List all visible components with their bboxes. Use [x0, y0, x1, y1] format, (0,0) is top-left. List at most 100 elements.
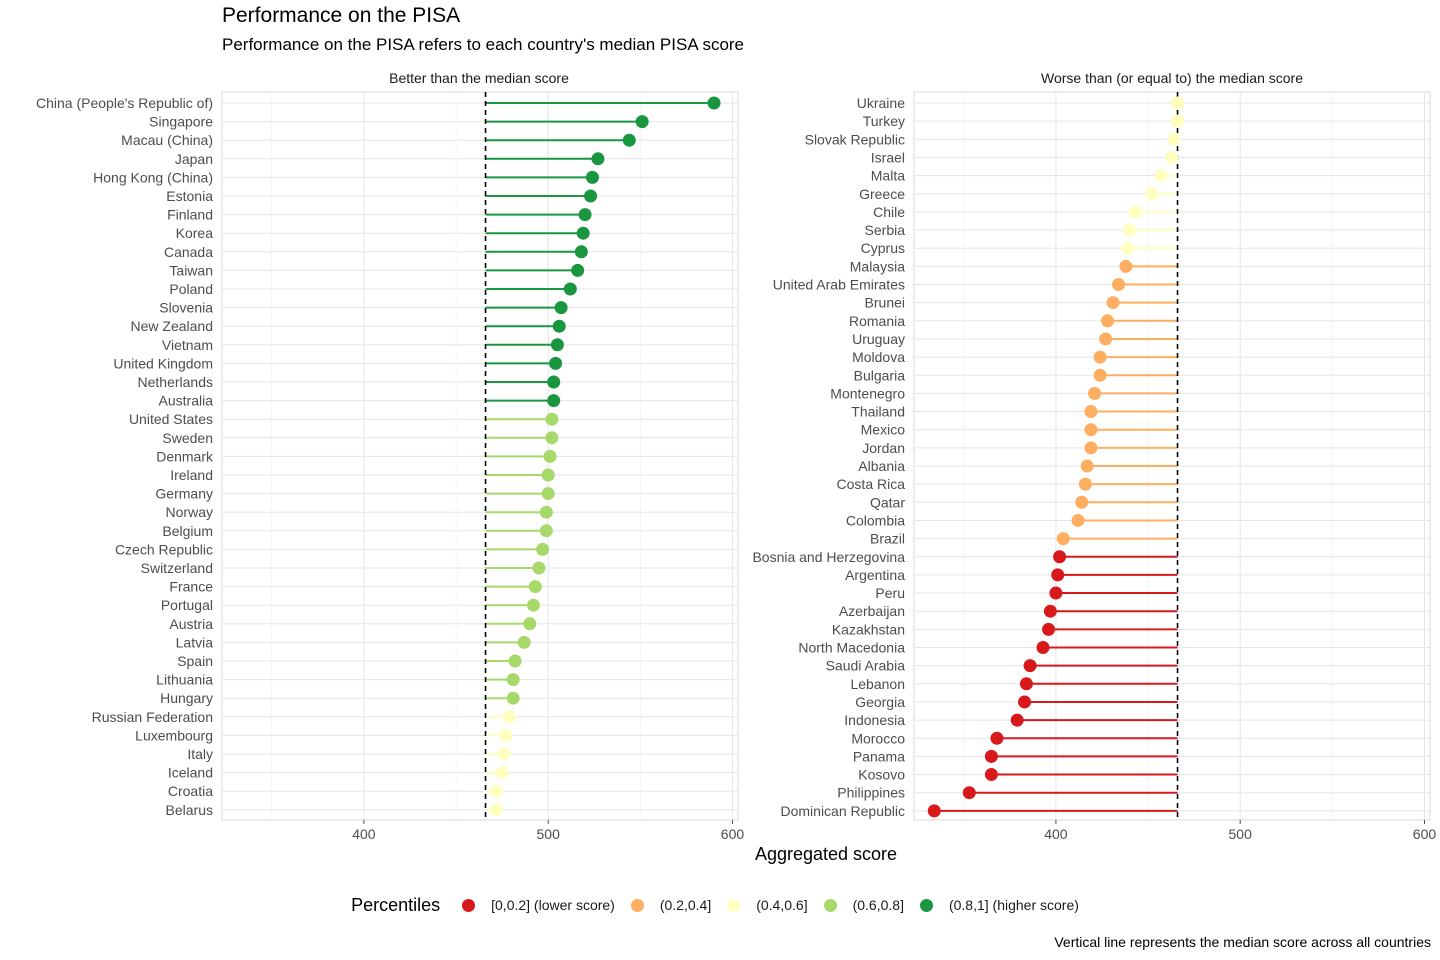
chart-title: Performance on the PISA — [222, 4, 461, 27]
lollipop-point — [927, 804, 941, 818]
lollipop-point — [547, 394, 561, 408]
y-tick-label: Qatar — [870, 494, 905, 510]
lollipop-point — [508, 654, 522, 668]
y-tick-label: Morocco — [851, 730, 905, 746]
y-tick-label: Vietnam — [162, 337, 213, 353]
y-tick-label: United Kingdom — [113, 355, 213, 371]
lollipop-point — [1043, 604, 1057, 618]
y-tick-label: Ireland — [170, 467, 213, 483]
y-tick-label: Indonesia — [844, 712, 905, 728]
lollipop-point — [1093, 350, 1107, 364]
lollipop-point — [1056, 532, 1070, 546]
lollipop-point — [550, 338, 564, 352]
legend-item: (0.2,0.4] — [630, 897, 712, 913]
y-tick-label: Lithuania — [156, 672, 213, 688]
y-tick-label: Malta — [871, 168, 905, 184]
y-tick-label: Latvia — [176, 634, 214, 650]
caption: Vertical line represents the median scor… — [1054, 934, 1431, 950]
lollipop-point — [584, 189, 598, 203]
y-tick-label: Iceland — [168, 765, 213, 781]
lollipop-point — [622, 133, 636, 147]
y-tick-label: Croatia — [168, 783, 213, 799]
y-tick-label: Finland — [167, 207, 213, 223]
y-tick-label: Slovenia — [159, 300, 213, 316]
y-tick-label: Chile — [873, 204, 905, 220]
x-tick-label: 400 — [1044, 826, 1068, 842]
lollipop-point — [585, 170, 599, 184]
y-tick-label: Brunei — [865, 295, 905, 311]
chart-subtitle: Performance on the PISA refers to each c… — [222, 35, 745, 54]
y-tick-label: Korea — [176, 225, 214, 241]
lollipop-point — [547, 375, 561, 389]
y-tick-label: Canada — [164, 244, 213, 260]
lollipop-point — [1119, 259, 1133, 273]
lollipop-point — [707, 96, 721, 110]
lollipop-point — [990, 731, 1004, 745]
y-tick-label: Sweden — [162, 430, 213, 446]
y-tick-label: Israel — [871, 149, 905, 165]
lollipop-chart: Aggregated score China (People's Republi… — [36, 70, 1437, 864]
lollipop-point — [502, 710, 516, 724]
y-tick-label: Norway — [166, 504, 213, 520]
y-tick-label: Turkey — [863, 113, 905, 129]
lollipop-point — [539, 524, 553, 538]
lollipop-point — [552, 319, 566, 333]
lollipop-point — [495, 766, 509, 780]
y-tick-label: Albania — [858, 458, 905, 474]
legend: Percentiles [0,0.2] (lower score) (0.2,0.… — [0, 892, 1440, 918]
y-tick-label: Switzerland — [141, 560, 213, 576]
y-tick-label: France — [169, 579, 213, 595]
y-tick-label: United States — [129, 411, 213, 427]
x-tick-label: 500 — [1229, 826, 1253, 842]
y-tick-label: China (People's Republic of) — [36, 95, 213, 111]
y-tick-label: Jordan — [862, 440, 905, 456]
legend-swatch — [462, 898, 476, 912]
y-tick-label: Azerbaijan — [839, 603, 905, 619]
lollipop-point — [1080, 459, 1094, 473]
lollipop-point — [1154, 169, 1168, 183]
x-tick-label: 600 — [721, 826, 745, 842]
y-tick-label: Philippines — [837, 785, 905, 801]
lollipop-point — [490, 803, 504, 817]
x-tick-label: 600 — [1413, 826, 1437, 842]
y-tick-label: Slovak Republic — [805, 131, 905, 147]
lollipop-point — [543, 449, 557, 463]
lollipop-point — [532, 561, 546, 575]
legend-label: (0.2,0.4] — [659, 897, 712, 913]
lollipop-point — [1071, 513, 1085, 527]
lollipop-point — [1075, 495, 1089, 509]
legend-swatch — [823, 898, 837, 912]
y-tick-label: Czech Republic — [115, 541, 213, 557]
y-tick-label: Portugal — [161, 597, 213, 613]
y-tick-label: Singapore — [149, 114, 213, 130]
lollipop-point — [1023, 659, 1037, 673]
y-tick-label: Bosnia and Herzegovina — [752, 549, 905, 565]
lollipop-point — [574, 245, 588, 259]
y-tick-label: Argentina — [845, 567, 905, 583]
legend-item: (0.8,1] (higher score) — [919, 897, 1079, 913]
lollipop-point — [1019, 677, 1033, 691]
lollipop-point — [1171, 114, 1185, 128]
y-tick-label: Thailand — [851, 404, 905, 420]
lollipop-point — [1106, 296, 1120, 310]
legend-title: Percentiles — [351, 894, 441, 915]
lollipop-point — [591, 152, 605, 166]
y-tick-label: Kazakhstan — [832, 621, 905, 637]
facet-label-worse: Worse than (or equal to) the median scor… — [1041, 70, 1303, 86]
legend-label: (0.4,0.6] — [756, 897, 808, 913]
lollipop-point — [1101, 314, 1114, 328]
y-tick-label: Bulgaria — [854, 367, 906, 383]
lollipop-point — [563, 282, 577, 296]
y-tick-label: New Zealand — [131, 318, 214, 334]
lollipop-point — [1053, 550, 1067, 564]
y-tick-label: Italy — [187, 746, 213, 762]
y-tick-label: Macau (China) — [121, 132, 213, 148]
lollipop-point — [506, 673, 520, 687]
y-tick-label: Colombia — [846, 512, 905, 528]
lollipop-point — [984, 749, 998, 763]
y-tick-label: Belarus — [166, 802, 213, 818]
x-tick-label: 400 — [352, 826, 376, 842]
lollipop-point — [545, 431, 559, 445]
legend-label: (0.8,1] (higher score) — [948, 897, 1079, 913]
panel-1: Ukraine Turkey Slovak Republic Israel Malta G… — [752, 91, 1437, 842]
